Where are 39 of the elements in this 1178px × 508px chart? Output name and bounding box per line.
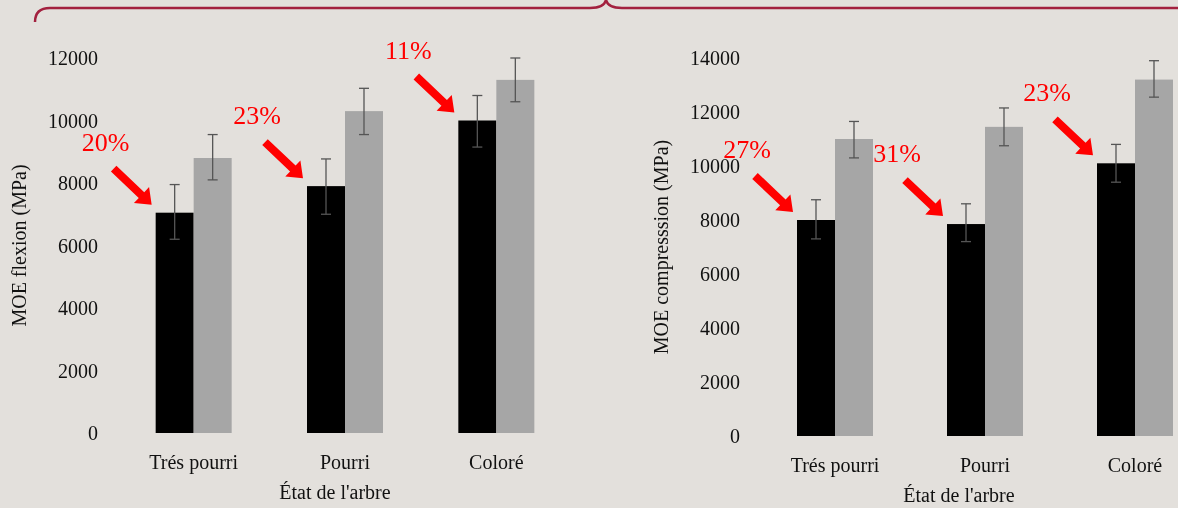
bar	[155, 212, 194, 433]
x-tick-label: Pourri	[320, 451, 371, 473]
bar	[1135, 79, 1173, 436]
x-tick-label: Coloré	[469, 451, 524, 473]
y-tick-label: 0	[730, 425, 740, 447]
x-tick-label: Coloré	[1107, 454, 1163, 476]
bar	[496, 79, 535, 433]
bar	[345, 111, 383, 433]
y-tick-label: 8000	[700, 209, 740, 231]
y-tick-label: 12000	[48, 47, 98, 69]
bar	[307, 186, 345, 433]
x-axis-title: État de l'arbre	[903, 484, 1015, 506]
y-tick-label: 4000	[700, 317, 740, 339]
x-tick-label: Trés pourri	[149, 451, 239, 474]
bar	[458, 120, 497, 433]
y-tick-label: 12000	[690, 101, 740, 123]
annotation: 31%	[873, 139, 921, 169]
x-axis-title: État de l'arbre	[279, 481, 391, 503]
annotation: 11%	[384, 35, 432, 65]
annotation: 23%	[233, 101, 281, 131]
y-tick-label: 2000	[700, 371, 740, 393]
y-tick-label: 6000	[58, 234, 98, 257]
x-tick-label: Pourri	[960, 454, 1011, 476]
y-tick-label: 8000	[58, 172, 98, 194]
y-tick-label: 6000	[700, 263, 740, 285]
bar	[193, 158, 232, 433]
y-tick-label: 0	[88, 422, 98, 444]
y-tick-label: 4000	[58, 297, 98, 319]
y-axis-title: MOE flexion (MPa)	[8, 164, 31, 327]
x-tick-label: Trés pourri	[790, 454, 880, 477]
bar	[947, 224, 985, 436]
y-tick-label: 14000	[690, 47, 740, 69]
bar	[835, 139, 873, 436]
annotation: 23%	[1023, 78, 1071, 108]
bar	[797, 220, 835, 436]
bar	[985, 126, 1023, 436]
y-axis-title: MOE compresssion (MPa)	[650, 139, 673, 355]
y-tick-label: 2000	[58, 359, 98, 382]
bar	[1097, 163, 1135, 436]
